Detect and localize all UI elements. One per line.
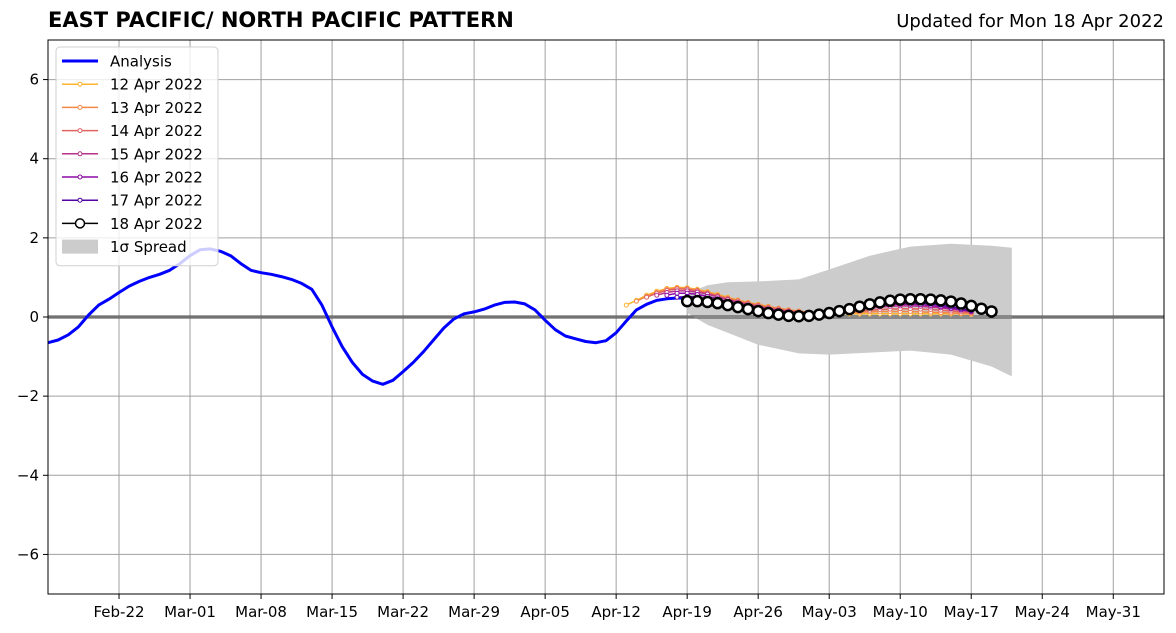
legend-label: 14 Apr 2022 [110,122,203,140]
legend-label: 18 Apr 2022 [110,215,203,233]
forecast-point [853,300,866,313]
legend-marker [77,104,83,110]
legend-label: 16 Apr 2022 [110,169,203,187]
grid [48,40,1164,594]
forecast-point [633,298,639,304]
legend-entry: 12 Apr 2022 [62,76,203,94]
forecast-series [680,292,998,323]
forecast-point [711,296,724,310]
forecast-point [883,294,897,308]
forecast-layer [623,284,998,323]
x-tick-label: Apr-05 [520,603,570,621]
analysis-line [47,247,708,386]
legend-entry: 14 Apr 2022 [62,122,203,140]
forecast-point [623,302,629,308]
forecast-point [674,294,680,300]
forecast-point [701,295,714,309]
y-tick-label: −4 [17,466,39,484]
y-tick-label: 0 [29,308,39,326]
x-tick-label: Mar-22 [377,603,429,621]
legend-entry: 16 Apr 2022 [62,169,203,187]
legend-label: Analysis [110,53,172,71]
legend-marker [74,218,86,229]
x-tick-label: Feb-22 [93,603,144,621]
forecast-point [924,293,937,306]
forecast-point [934,294,948,307]
legend-marker [77,81,83,87]
forecast-point [833,304,846,318]
forecast-point [873,296,887,309]
legend-label: 12 Apr 2022 [110,76,203,94]
legend-swatch [62,239,98,254]
forecast-point [741,302,755,316]
legend-entry: Analysis [62,53,172,71]
x-tick-label: May-17 [944,603,999,621]
forecast-point [812,308,826,321]
x-tick-label: May-24 [1015,603,1070,621]
legend-marker [77,128,83,134]
forecast-point [944,295,958,308]
forecast-point [731,300,745,314]
forecast-point [751,304,765,318]
y-tick-label: −6 [17,545,39,563]
x-tick-label: May-31 [1086,603,1141,621]
forecast-point [782,309,795,323]
forecast-point [802,309,816,323]
forecast-point [863,298,877,311]
zero-line-layer [48,315,1164,319]
forecast-point [691,294,704,308]
forecast-point [985,305,998,318]
forecast-point [843,302,856,316]
legend-marker [77,174,83,180]
legend-label: 17 Apr 2022 [110,192,203,210]
forecast-point [822,306,836,320]
forecast-point [975,302,988,315]
forecast-point [644,294,650,300]
legend-marker [77,151,83,157]
x-tick-label: May-10 [873,603,928,621]
chart-subtitle: Updated for Mon 18 Apr 2022 [896,11,1164,32]
forecast-point [762,306,775,320]
x-tick-label: May-03 [802,603,857,621]
forecast-point [772,308,785,321]
x-tick-label: Apr-26 [733,603,783,621]
forecast-point [904,292,917,306]
y-tick-label: 4 [29,150,39,168]
forecast-point [914,292,927,306]
legend-box [55,46,219,267]
legend-entry: 15 Apr 2022 [62,145,203,163]
forecast-point [674,290,680,296]
forecast-point [893,293,907,306]
forecast-point [654,292,660,298]
legend-entry: 1σ Spread [62,238,187,256]
forecast-point [680,294,694,308]
analysis-layer [47,247,708,386]
forecast-point [792,309,806,323]
forecast-point [954,297,968,310]
x-tick-label: Apr-12 [591,603,641,621]
chart-title: EAST PACIFIC/ NORTH PACIFIC PATTERN [48,8,514,32]
y-tick-label: 2 [29,229,39,247]
x-tick-label: Apr-19 [662,603,712,621]
forecast-point [964,299,978,313]
legend-marker [77,197,83,203]
x-tick-label: Mar-01 [164,603,216,621]
legend: Analysis 12 Apr 2022 13 Apr 2022 14 Apr 202… [55,46,219,267]
x-tick-label: Mar-08 [235,603,287,621]
legend-entry: 18 Apr 2022 [62,215,203,233]
y-tick-label: 6 [29,71,39,89]
legend-entry: 17 Apr 2022 [62,192,203,210]
legend-entry: 13 Apr 2022 [62,99,203,117]
x-tick-label: Mar-29 [448,603,500,621]
legend-label: 1σ Spread [110,238,187,256]
x-tick-label: Mar-15 [306,603,358,621]
y-tick-label: −2 [17,387,39,405]
legend-label: 13 Apr 2022 [110,99,203,117]
forecast-point [721,298,734,312]
forecast-point [664,292,670,298]
axes: −6 −4 −2 0 2 4 6 Feb-22 Mar-01 Mar-08 Mar-15 Mar-22… [17,39,1165,621]
legend-label: 15 Apr 2022 [110,145,203,163]
